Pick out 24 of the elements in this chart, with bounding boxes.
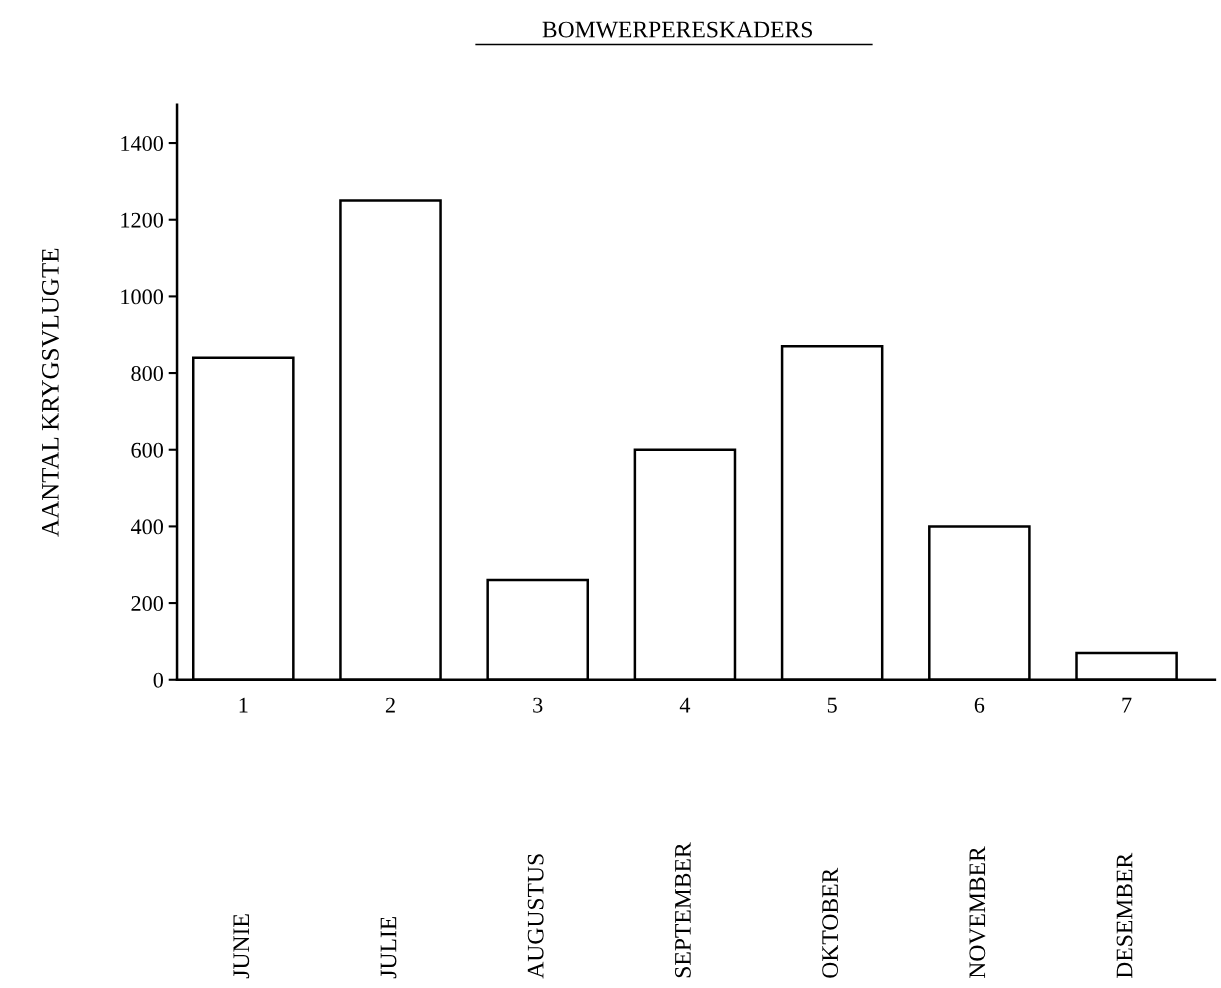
text: 7 — [1122, 697, 1132, 713]
text: 1 — [239, 697, 248, 713]
text: 3 — [533, 697, 543, 713]
y-tick-label: 1000 — [121, 289, 163, 305]
y-tick-label: 600 — [131, 442, 163, 458]
x-tick-label: NOVEMBER — [969, 846, 986, 979]
x-tick-label: OKTOBER — [822, 867, 839, 978]
text: 5 — [827, 697, 837, 713]
text: 4 — [679, 697, 691, 713]
chart-title: BOMWERPERESKADERS — [542, 21, 812, 38]
x-tick-label: AUGUSTUS — [527, 854, 544, 979]
y-axis-title: AANTAL KRYGSVLUGTE — [41, 248, 59, 537]
y-tick-label: 800 — [131, 366, 163, 381]
text: 6 — [974, 697, 985, 713]
x-tick-label: SEPTEMBER — [674, 842, 691, 978]
y-tick-label: 200 — [131, 596, 163, 611]
x-tick-label: JUNIE — [233, 914, 250, 979]
y-tick-label: 1400 — [121, 135, 163, 151]
y-tick-label: 0 — [153, 672, 163, 688]
text: 2 — [385, 697, 395, 713]
y-tick-label: 400 — [130, 519, 163, 535]
y-tick-label: 1200 — [121, 212, 163, 228]
x-tick-label: DESEMBER — [1116, 852, 1133, 979]
x-tick-label: JULIE — [380, 916, 397, 979]
